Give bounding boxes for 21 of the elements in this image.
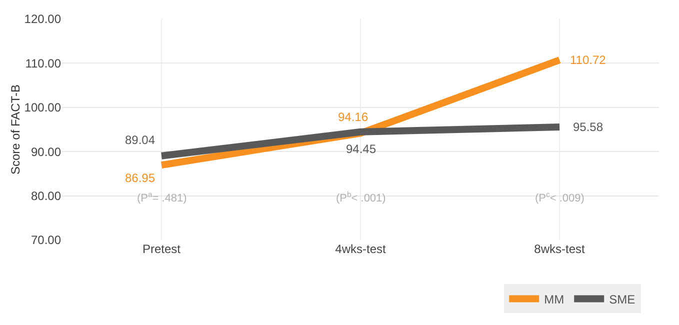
legend-label: SME <box>609 292 636 306</box>
data-label: 89.04 <box>125 133 156 147</box>
data-label: 110.72 <box>570 53 606 67</box>
data-label: 94.16 <box>338 110 368 124</box>
annotation: (P$^{a}$= .481) <box>137 190 187 205</box>
y-axis-title: Score of FACT-B <box>8 84 22 175</box>
x-tick-label: 8wks-test <box>534 242 586 256</box>
x-tick-label: 4wks-test <box>335 242 386 256</box>
annotation: (P$^{b}$< .001) <box>336 190 386 205</box>
data-label: 94.45 <box>346 142 376 156</box>
y-tick-label: 110.00 <box>25 56 62 70</box>
data-label: 86.95 <box>125 171 156 185</box>
y-tick-label: 100.00 <box>24 100 62 115</box>
x-tick-label: Pretest <box>142 242 182 256</box>
y-tick-label: 90.00 <box>30 144 62 159</box>
data-label: 95.58 <box>573 120 604 134</box>
legend-label: MM <box>544 292 564 306</box>
annotation: (P$^{c}$< .009) <box>535 190 584 205</box>
y-tick-label: 120.00 <box>24 12 62 26</box>
y-tick-label: 80.00 <box>30 189 62 203</box>
y-tick-label: 70.00 <box>30 233 62 248</box>
